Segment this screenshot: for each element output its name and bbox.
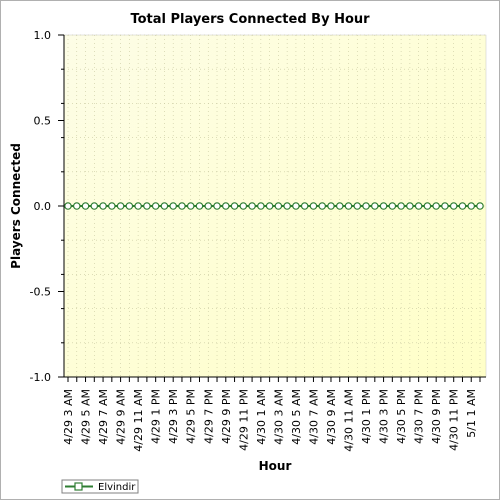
- series-point: [143, 202, 151, 210]
- x-tick-label: 4/29 11 PM: [237, 389, 250, 451]
- x-tick-labels: 4/29 3 AM 4/29 5 AM 4/29 7 AM 4/29 9 AM 4/29…: [62, 389, 478, 452]
- series-point: [362, 202, 370, 210]
- x-tick-label: 4/29 11 AM: [132, 389, 145, 452]
- y-tick-label: 0.0: [34, 200, 52, 213]
- series-point: [388, 202, 397, 210]
- x-tick-label: 4/30 11 PM: [448, 389, 461, 451]
- y-tick-label: 1.0: [34, 29, 52, 42]
- chart-title: Total Players Connected By Hour: [130, 12, 370, 27]
- legend-series-label: Elvindir: [98, 482, 136, 493]
- series-point: [230, 202, 239, 210]
- x-tick-label: 4/30 7 AM: [307, 389, 320, 445]
- series-point: [116, 202, 125, 210]
- series-point: [397, 202, 405, 210]
- series-point: [449, 202, 458, 210]
- series-point: [204, 202, 213, 210]
- x-tick-label: 5/1 1 AM: [465, 389, 478, 438]
- series-point: [371, 202, 379, 210]
- x-axis-title: Hour: [259, 459, 292, 473]
- series-point: [379, 202, 388, 210]
- series-point: [99, 202, 107, 210]
- legend: Elvindir: [61, 479, 139, 494]
- x-tick-label: 4/29 7 PM: [202, 389, 215, 444]
- series-point: [257, 202, 265, 210]
- series-point: [265, 202, 274, 210]
- y-tick-labels: 1.0 0.5 0.0 -0.5 -1.0: [30, 29, 51, 384]
- series-point: [292, 202, 300, 210]
- x-tick-label: 4/29 9 PM: [220, 389, 233, 444]
- x-tick-label: 4/29 3 PM: [167, 389, 180, 444]
- x-tick-label: 4/30 7 PM: [413, 389, 426, 444]
- series-point: [248, 202, 256, 210]
- x-tick-label: 4/29 3 AM: [62, 389, 75, 445]
- series-point: [458, 202, 467, 210]
- x-tick-label: 4/30 1 PM: [360, 389, 373, 444]
- series-point: [169, 202, 177, 210]
- x-tick-label: 4/30 5 AM: [290, 389, 303, 445]
- series-point: [327, 202, 335, 210]
- series-point: [406, 202, 414, 210]
- series-point: [178, 202, 186, 210]
- series-point: [90, 202, 99, 210]
- x-tick-label: 4/29 9 AM: [115, 389, 128, 445]
- y-tick-label: -0.5: [30, 286, 51, 299]
- x-tick-label: 4/29 1 PM: [150, 389, 163, 444]
- series-point: [186, 202, 195, 210]
- series-point: [160, 202, 169, 210]
- grid-lines: [64, 34, 486, 378]
- x-tick-label: 4/30 1 AM: [255, 389, 268, 445]
- series-point: [353, 202, 362, 210]
- x-tick-label: 4/30 5 PM: [395, 389, 408, 444]
- series-point: [274, 202, 283, 210]
- series-point: [283, 202, 291, 210]
- x-tick-label: 4/30 9 PM: [430, 389, 443, 444]
- series-point: [441, 202, 449, 210]
- series-point: [432, 202, 440, 210]
- x-tick-label: 4/30 9 AM: [325, 389, 338, 445]
- series-point: [318, 202, 327, 210]
- series-point: [335, 202, 344, 210]
- x-tick-label: 4/30 11 AM: [343, 389, 356, 452]
- x-tick-label: 4/29 5 PM: [185, 389, 198, 444]
- x-tick-label: 4/29 5 AM: [80, 389, 93, 445]
- series-point: [64, 202, 72, 210]
- y-axis-title: Players Connected: [9, 143, 23, 269]
- series-point: [423, 202, 432, 210]
- series-layer: [64, 202, 484, 210]
- series-point: [81, 202, 90, 210]
- series-point: [344, 202, 353, 210]
- series-point: [476, 202, 484, 210]
- legend-series-marker: [74, 482, 83, 491]
- series-point: [108, 202, 116, 210]
- series-point: [414, 202, 423, 210]
- x-tick-label: 4/30 3 PM: [378, 389, 391, 444]
- series-point: [195, 202, 204, 210]
- x-tick-label: 4/29 7 AM: [97, 389, 110, 445]
- series-point: [239, 202, 248, 210]
- axes: [58, 34, 486, 382]
- y-tick-label: -1.0: [30, 371, 51, 384]
- series-point: [221, 202, 230, 210]
- series-point: [467, 202, 476, 210]
- y-tick-label: 0.5: [34, 115, 52, 128]
- series-point: [134, 202, 142, 210]
- series-point: [309, 202, 318, 210]
- series-point: [151, 202, 160, 210]
- series-point: [213, 202, 221, 210]
- series-point: [72, 202, 81, 210]
- series-point: [125, 202, 134, 210]
- series-point: [300, 202, 309, 210]
- x-tick-label: 4/30 3 AM: [272, 389, 285, 445]
